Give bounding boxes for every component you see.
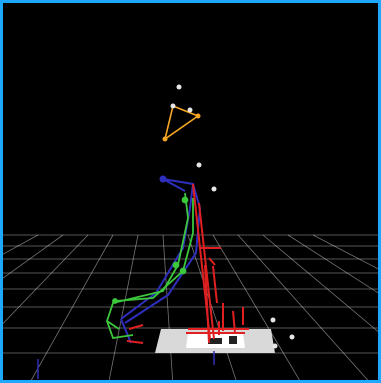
- scene-canvas[interactable]: [3, 3, 381, 383]
- marker-points: [196, 162, 295, 349]
- force-vectors: [126, 183, 249, 344]
- axis-indicator: [37, 351, 215, 379]
- head-marker-triangle: [162, 84, 201, 142]
- force-plate: [155, 329, 275, 353]
- ground-grid: [3, 234, 378, 380]
- left-limb-segments: [105, 192, 194, 340]
